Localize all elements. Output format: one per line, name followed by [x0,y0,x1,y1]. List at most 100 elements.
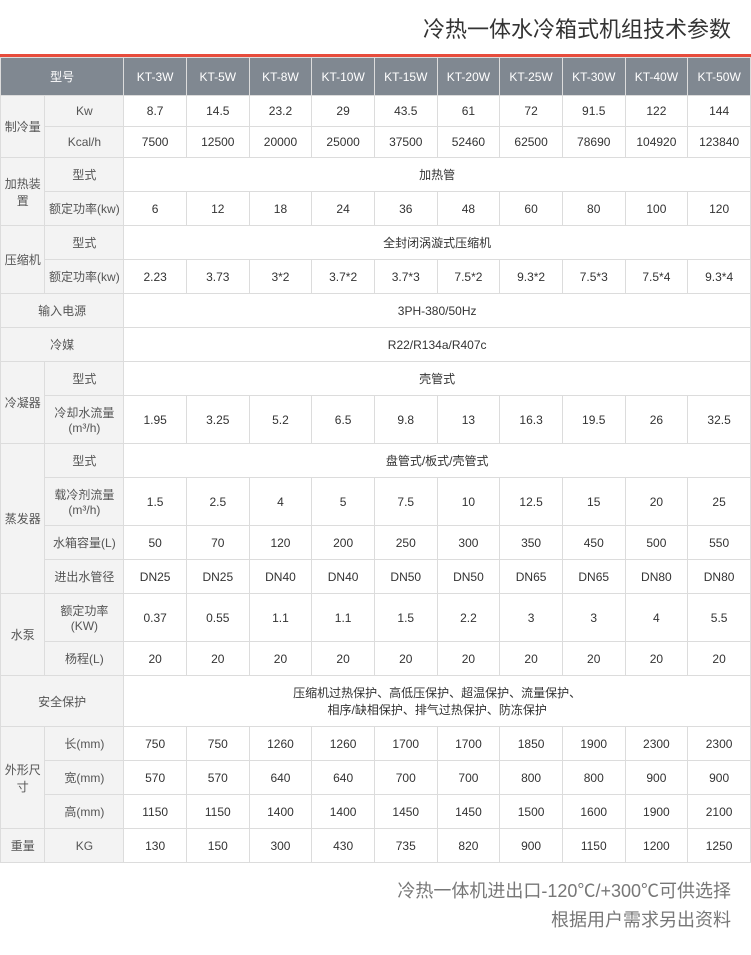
cell: 900 [500,829,563,863]
cell: DN50 [374,560,437,594]
row-label: 型式 [45,226,124,260]
cell: 20 [124,642,187,676]
cell: 1260 [312,727,375,761]
cell: 20 [374,642,437,676]
row-label: 输入电源 [1,294,124,328]
cell: 29 [312,96,375,127]
cell: 3*2 [249,260,312,294]
cell: 20 [562,642,625,676]
cell: 12.5 [500,478,563,526]
header-col: KT-40W [625,58,688,96]
cell: 750 [186,727,249,761]
cell: DN40 [249,560,312,594]
header-row: 型号 KT-3W KT-5W KT-8W KT-10W KT-15W KT-20… [1,58,751,96]
spec-table: 型号 KT-3W KT-5W KT-8W KT-10W KT-15W KT-20… [0,57,751,863]
cell: 2.5 [186,478,249,526]
row-label: 型式 [45,444,124,478]
cell: 1400 [312,795,375,829]
cell: 7.5*2 [437,260,500,294]
cell: 800 [562,761,625,795]
cell: 盘管式/板式/壳管式 [124,444,751,478]
cell: 48 [437,192,500,226]
row-label: 宽(mm) [45,761,124,795]
row-label: 冷却水流量(m³/h) [45,396,124,444]
cell: 300 [437,526,500,560]
cell: DN65 [500,560,563,594]
cell: 2300 [625,727,688,761]
header-col: KT-5W [186,58,249,96]
cell: 6 [124,192,187,226]
row-label: Kw [45,96,124,127]
cell: 20 [688,642,751,676]
cell: 26 [625,396,688,444]
cell: 750 [124,727,187,761]
cell: 全封闭涡漩式压缩机 [124,226,751,260]
cell: 1500 [500,795,563,829]
cell: 1.1 [249,594,312,642]
cell: 7.5*4 [625,260,688,294]
cell: 570 [124,761,187,795]
header-col: KT-3W [124,58,187,96]
cell: 144 [688,96,751,127]
cell: 25 [688,478,751,526]
row-label: 额定功率(KW) [45,594,124,642]
row-label: 压缩机 [1,226,45,294]
row-label: 型式 [45,158,124,192]
cell: 900 [688,761,751,795]
row-label: 加热装置 [1,158,45,226]
cell: 20 [312,642,375,676]
cell: 640 [249,761,312,795]
cell: 1600 [562,795,625,829]
header-col: KT-30W [562,58,625,96]
cell: 91.5 [562,96,625,127]
cell: 50 [124,526,187,560]
cell: 820 [437,829,500,863]
page-title: 冷热一体水冷箱式机组技术参数 [0,0,751,57]
cell: 1850 [500,727,563,761]
cell: 570 [186,761,249,795]
cell: 150 [186,829,249,863]
cell: 13 [437,396,500,444]
cell: 20 [437,642,500,676]
cell: 7.5 [374,478,437,526]
cell: 5.5 [688,594,751,642]
cell: 9.3*4 [688,260,751,294]
row-label: 蒸发器 [1,444,45,594]
cell: 19.5 [562,396,625,444]
row-label: 冷凝器 [1,362,45,444]
cell: 62500 [500,127,563,158]
cell: 104920 [625,127,688,158]
cell: DN40 [312,560,375,594]
cell: 36 [374,192,437,226]
cell: 640 [312,761,375,795]
cell: 735 [374,829,437,863]
cell: 1.5 [374,594,437,642]
row-label: 额定功率(kw) [45,192,124,226]
cell: 1150 [186,795,249,829]
cell: 43.5 [374,96,437,127]
cell: 0.55 [186,594,249,642]
cell: 61 [437,96,500,127]
cell: 78690 [562,127,625,158]
row-label: 重量 [1,829,45,863]
row-label: Kcal/h [45,127,124,158]
cell: 122 [625,96,688,127]
cell: 6.5 [312,396,375,444]
cell: 1.1 [312,594,375,642]
cell: DN50 [437,560,500,594]
cell: 1700 [374,727,437,761]
cell: 4 [625,594,688,642]
cell: 350 [500,526,563,560]
cell: 3.7*3 [374,260,437,294]
cell: R22/R134a/R407c [124,328,751,362]
cell: 20 [500,642,563,676]
cell: 3.73 [186,260,249,294]
cell: 72 [500,96,563,127]
cell: 430 [312,829,375,863]
cell: 24 [312,192,375,226]
cell: 1.95 [124,396,187,444]
cell: 7500 [124,127,187,158]
cell: 16.3 [500,396,563,444]
cell: 250 [374,526,437,560]
cell: 10 [437,478,500,526]
